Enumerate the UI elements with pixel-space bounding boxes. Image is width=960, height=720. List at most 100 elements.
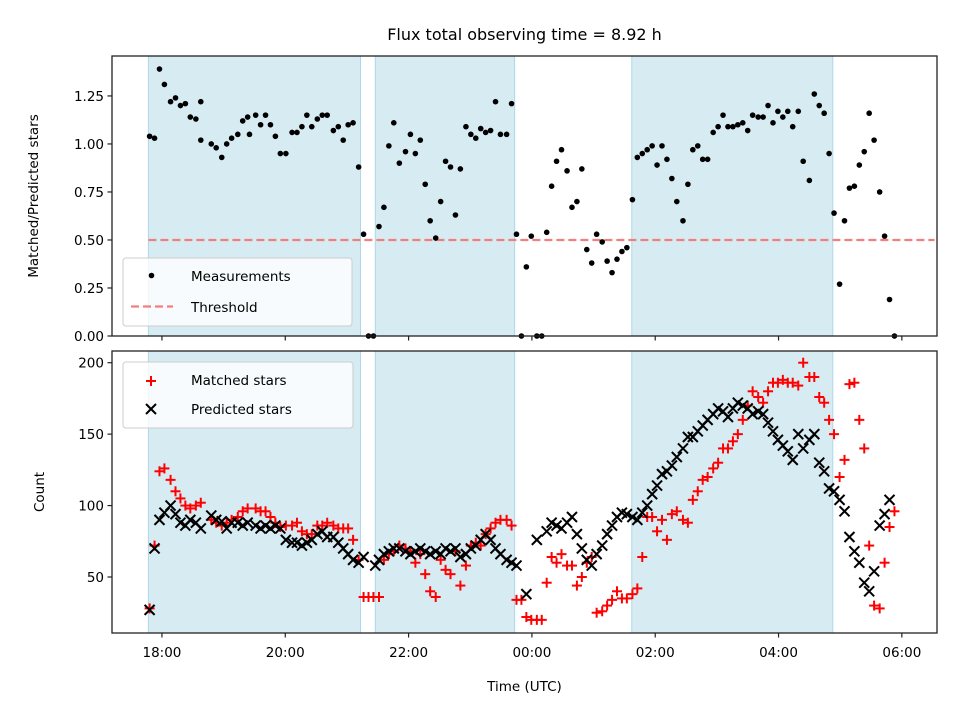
- measurement-point: [659, 143, 665, 149]
- measurement-point: [324, 112, 330, 118]
- matched-stars-point: [758, 397, 769, 408]
- measurement-point: [619, 248, 625, 255]
- y-tick-label: 50: [87, 570, 104, 586]
- measurement-point: [396, 160, 403, 166]
- matched-stars-point: [621, 593, 632, 604]
- predicted-stars-point: [153, 514, 166, 526]
- measurement-point: [851, 183, 858, 190]
- predicted-stars-point: [216, 515, 228, 527]
- matched-stars-point: [864, 540, 875, 551]
- measurement-point: [197, 98, 204, 105]
- predicted-stars-point: [843, 531, 856, 543]
- measurement-point: [604, 258, 610, 264]
- predicted-stars-point: [424, 548, 436, 560]
- predicted-stars-point: [782, 445, 794, 457]
- matched-stars-point: [348, 534, 359, 545]
- x-tick-label: 04:00: [759, 645, 798, 661]
- measurement-point: [886, 296, 893, 303]
- measurement-point: [669, 175, 675, 182]
- predicted-stars-point: [833, 494, 846, 506]
- matched-stars-point: [854, 414, 865, 425]
- matched-stars-point: [571, 580, 582, 591]
- measurement-point: [482, 129, 489, 136]
- matched-stars-point: [551, 557, 562, 568]
- measurement-point: [457, 166, 464, 172]
- predicted-stars-point: [666, 459, 678, 472]
- ratio-panel-frame: [111, 55, 938, 337]
- matched-stars-point: [844, 379, 855, 390]
- matched-stars-point: [702, 472, 713, 482]
- measurement-point: [523, 264, 530, 270]
- matched-stars-point: [516, 594, 527, 605]
- matched-stars-point: [829, 429, 840, 440]
- legend-predicted-marker: [145, 403, 157, 415]
- measurement-point: [427, 217, 433, 224]
- matched-stars-point: [627, 589, 638, 600]
- predicted-stars-point: [484, 534, 497, 546]
- measurement-point: [694, 143, 701, 149]
- matched-stars-point: [591, 607, 602, 618]
- measurement-point: [304, 112, 310, 118]
- y-tick-label: 1.25: [74, 89, 104, 105]
- measurement-point: [223, 141, 230, 147]
- measurement-point: [345, 121, 351, 128]
- matched-stars-point: [809, 372, 820, 382]
- matched-stars-point: [671, 506, 682, 517]
- measurement-point: [422, 181, 429, 188]
- predicted-stars-point: [797, 442, 809, 455]
- measurement-point: [187, 114, 194, 120]
- matched-stars-point: [722, 443, 733, 454]
- matched-stars-point: [611, 586, 622, 597]
- matched-stars-point: [661, 534, 672, 545]
- legend-measurements-marker: [148, 272, 155, 279]
- ratio-y-axis-label: Matched/Predicted stars: [26, 114, 42, 277]
- predicted-stars-point: [274, 522, 287, 535]
- measurement-point: [463, 123, 469, 130]
- measurement-point: [609, 269, 615, 276]
- predicted-stars-point: [646, 488, 658, 500]
- matched-stars-point: [373, 592, 384, 602]
- measurement-point: [432, 235, 439, 241]
- y-tick-label: 1.00: [74, 137, 104, 153]
- observing-interval-shade: [374, 55, 516, 337]
- y-tick-label: 200: [78, 356, 104, 372]
- predicted-stars-point: [808, 428, 821, 440]
- matched-stars-point: [607, 594, 618, 605]
- matched-stars-point: [753, 392, 764, 402]
- matched-stars-point: [727, 436, 738, 447]
- matched-stars-point: [170, 486, 181, 497]
- matched-stars-point: [144, 603, 155, 614]
- measurement-point: [811, 91, 818, 97]
- y-tick-label: 150: [78, 427, 104, 443]
- measurement-point: [770, 120, 776, 126]
- measurement-point: [308, 123, 315, 130]
- measurement-point: [172, 95, 179, 101]
- y-tick-label: 0.25: [74, 281, 104, 297]
- measurement-point: [442, 158, 449, 165]
- predicted-stars-point: [184, 514, 197, 526]
- matched-stars-point: [884, 522, 895, 532]
- measurement-point: [765, 102, 771, 109]
- predicted-stars-point: [746, 408, 759, 420]
- y-tick-label: 0.50: [74, 233, 104, 249]
- matched-stars-point: [260, 506, 271, 517]
- predicted-stars-point: [566, 511, 578, 523]
- matched-stars-point: [576, 572, 587, 582]
- measurement-point: [340, 137, 347, 143]
- measurement-point: [283, 150, 289, 157]
- measurement-point: [558, 146, 565, 153]
- predicted-stars-point: [393, 542, 406, 555]
- counts-panel: 50 100 150 200 18:00 20:00 22:00 00:00 02:00 04:…: [32, 350, 938, 695]
- measurement-point: [836, 281, 843, 287]
- predicted-stars-point: [868, 565, 880, 577]
- measurement-point: [579, 166, 585, 172]
- measurement-point: [881, 233, 888, 239]
- matched-stars-point: [793, 380, 804, 391]
- measurement-point: [680, 217, 686, 224]
- measurement-point: [599, 239, 605, 245]
- matched-stars-point: [541, 577, 552, 588]
- ratio-panel: 0.00 0.25 0.50 0.75 1.00 1.25 Matched/Predict…: [26, 55, 938, 345]
- measurement-point: [146, 133, 153, 140]
- matched-stars-point: [747, 386, 758, 397]
